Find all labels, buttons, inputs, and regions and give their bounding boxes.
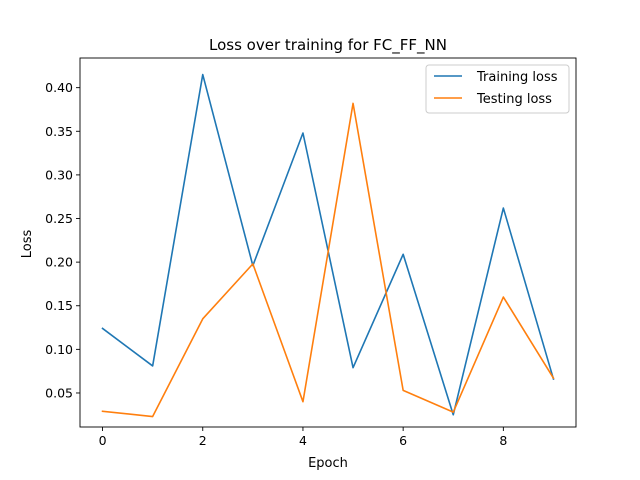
legend-label-1: Training loss <box>476 70 558 85</box>
x-tick-label: 2 <box>199 433 207 448</box>
y-tick-label: 0.20 <box>45 255 73 270</box>
series-line-2 <box>101 102 555 418</box>
series-line-1 <box>101 73 555 416</box>
y-tick-label: 0.15 <box>45 298 73 313</box>
y-tick-label: 0.30 <box>45 167 73 182</box>
x-axis-ticks: 0 2 4 6 8 <box>99 427 507 448</box>
x-tick-label: 8 <box>499 433 507 448</box>
x-tick-label: 0 <box>99 433 107 448</box>
y-axis-ticks: 0.05 0.10 0.15 0.20 0.25 0.30 0.35 0.40 <box>45 80 80 400</box>
y-tick-label: 0.40 <box>45 80 73 95</box>
legend-box <box>425 64 570 114</box>
y-tick-label: 0.25 <box>45 211 73 226</box>
plot-area <box>79 57 577 428</box>
x-tick-label: 4 <box>299 433 307 448</box>
plot-frame <box>79 57 577 428</box>
x-tick-label: 6 <box>399 433 407 448</box>
y-tick-label: 0.10 <box>45 342 73 357</box>
legend: Training loss Testing loss <box>425 64 570 114</box>
chart-title: Loss over training for FC_FF_NN <box>209 36 447 55</box>
y-tick-label: 0.05 <box>45 385 73 400</box>
x-axis-label: Epoch <box>308 456 348 471</box>
legend-label-2: Testing loss <box>476 92 552 107</box>
y-tick-label: 0.35 <box>45 124 73 139</box>
y-axis-label: Loss <box>20 230 35 259</box>
